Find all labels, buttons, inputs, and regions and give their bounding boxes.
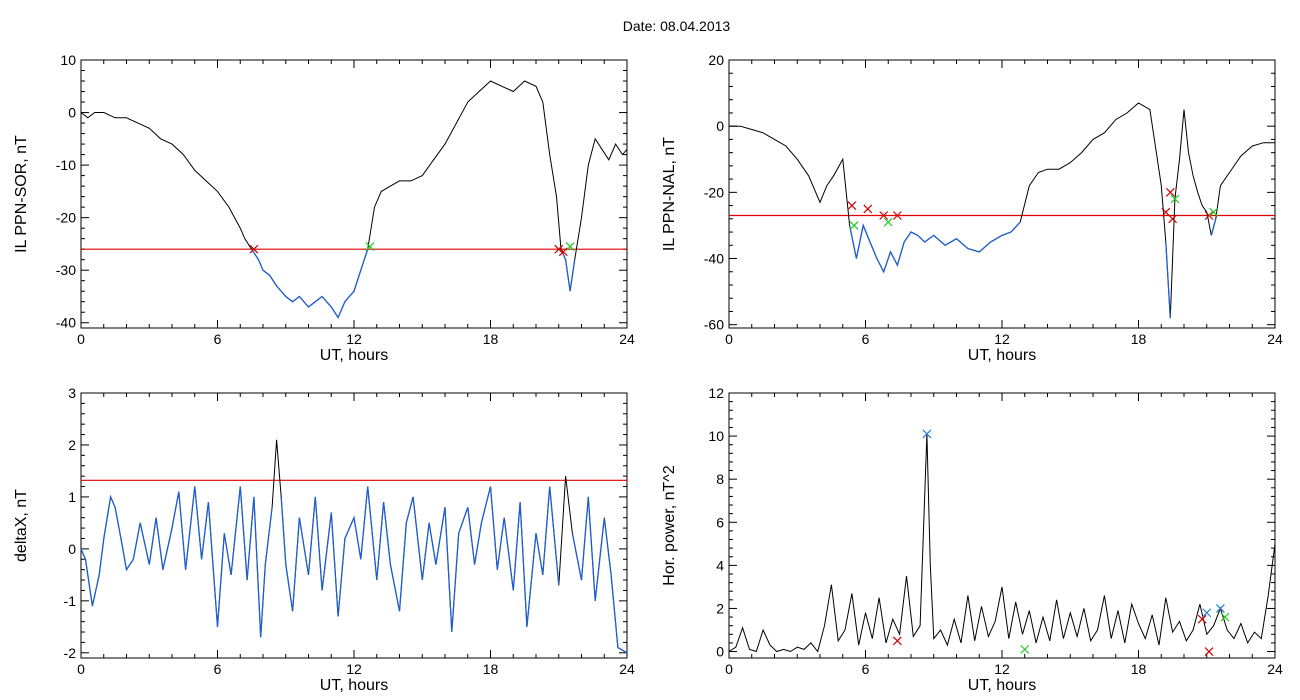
y-tick-label: -20 [704,184,724,200]
marker-red [1161,207,1171,217]
x-tick-label: 24 [619,331,635,347]
x-tick-label: 18 [483,661,499,677]
y-tick-label: 1 [68,489,76,505]
y-tick-label: -2 [64,645,77,661]
x-tick-label: 24 [1267,331,1283,347]
plot-frame [728,59,1276,329]
marker-green [1220,612,1230,622]
marker-green [565,242,575,251]
below-threshold-segment [848,221,1021,274]
y-tick-label: -1 [64,593,77,609]
y-tick-label: -60 [704,317,724,333]
y-tick-label: 6 [716,514,724,530]
marker-red [1165,187,1175,197]
y-tick-label: 8 [716,471,724,487]
marker-red [249,244,259,254]
x-axis-label: UT, hours [320,677,388,694]
marker-green [1209,207,1218,217]
plot-frame [728,392,1276,659]
plot-frame [80,59,628,329]
y-axis-label: Hor. power, nT^2 [661,465,678,586]
x-tick-label: 12 [994,661,1010,677]
series-line [729,102,1275,319]
marker-red [558,247,568,257]
y-tick-label: 4 [716,557,724,573]
marker-red [863,204,873,214]
marker-green [849,221,859,230]
x-tick-label: 24 [1267,661,1283,677]
x-tick-label: 24 [619,661,635,677]
y-tick-label: 0 [716,644,724,660]
chart-panel-nal: 0 6 12 18 24 -60 -40 -20 0 20 UT, hours IL PPN-NAL,… [661,52,1283,364]
marker-red [1204,647,1214,656]
marker-blue [922,429,932,439]
y-axis-label: IL PPN-SOR, nT [13,135,30,253]
x-axis-label: UT, hours [968,677,1036,694]
y-tick-label: 0 [68,105,76,121]
below-threshold-segment [280,486,560,633]
x-tick-label: 18 [483,331,499,347]
marker-red [892,636,902,646]
x-tick-label: 12 [346,661,362,677]
marker-red [879,211,889,220]
page-title: Date: 08.04.2013 [622,18,731,34]
y-tick-label: -10 [56,157,76,173]
x-tick-label: 12 [994,331,1010,347]
x-tick-label: 0 [725,331,733,347]
x-tick-label: 0 [77,661,85,677]
marker-green [1170,194,1180,204]
series-line [80,80,628,319]
y-axis-label: deltaX, nT [13,489,30,562]
y-tick-label: 10 [708,428,724,444]
y-tick-label: 0 [68,541,76,557]
marker-blue [1202,608,1212,618]
y-tick-label: 12 [708,385,724,401]
y-tick-label: 3 [68,385,76,401]
marker-red [847,201,857,211]
marker-green [883,217,893,227]
marker-green [365,242,375,251]
y-tick-label: 0 [716,118,724,134]
plot-frame [80,392,628,659]
series-line [728,433,1276,653]
y-tick-label: 2 [716,600,724,616]
below-threshold-segment [1165,241,1171,319]
marker-blue [1215,604,1225,613]
below-threshold-segment [80,486,273,638]
y-tick-label: -20 [56,210,76,226]
y-tick-label: 20 [708,52,724,68]
x-tick-label: 18 [1131,331,1147,347]
marker-red [554,244,564,254]
below-threshold-segment [251,248,369,319]
x-tick-label: 12 [346,331,362,347]
below-threshold-segment [571,496,628,654]
x-tick-label: 0 [77,331,85,347]
marker-red [892,211,902,220]
marker-red [1204,211,1214,220]
y-tick-label: -40 [704,251,724,267]
y-tick-label: -30 [56,262,76,278]
x-axis-label: UT, hours [968,347,1036,364]
y-axis-label: IL PPN-NAL, nT [661,137,678,251]
x-tick-label: 0 [725,661,733,677]
y-tick-label: 10 [60,52,76,68]
below-threshold-segment [560,248,576,292]
x-tick-label: 6 [862,331,870,347]
x-tick-label: 18 [1131,661,1147,677]
marker-red [1168,214,1178,224]
x-tick-label: 6 [214,661,222,677]
y-tick-label: -40 [56,315,76,331]
x-axis-label: UT, hours [320,347,388,364]
chart-panel-sor: 0 6 12 18 24 -40 -30 -20 -10 0 10 UT, hours IL PPN-S… [13,52,635,364]
marker-green [1020,644,1030,654]
marker-red [1197,614,1207,624]
below-threshold-segment [1210,218,1217,236]
y-tick-label: 2 [68,437,76,453]
x-tick-label: 6 [214,331,222,347]
x-tick-label: 6 [862,661,870,677]
